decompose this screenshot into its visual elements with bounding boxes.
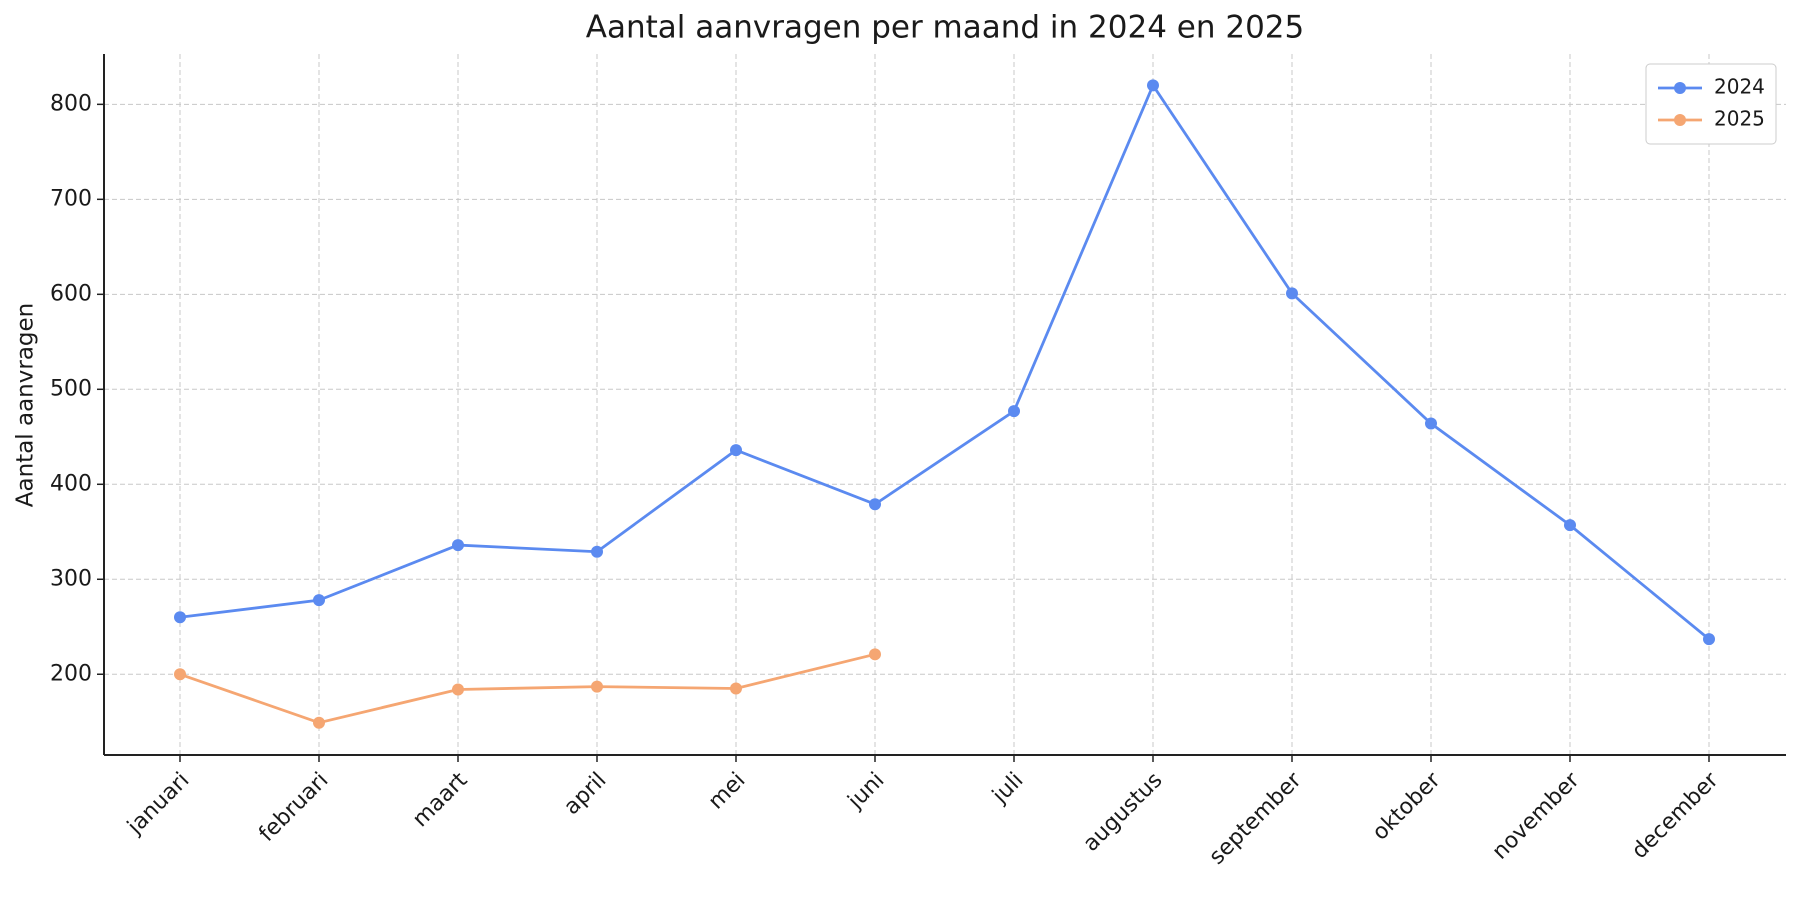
chart-title: Aantal aanvragen per maand in 2024 en 20… [586, 10, 1305, 46]
data-point [1564, 519, 1576, 532]
x-tick-label: december [1627, 767, 1724, 864]
series-line [179, 82, 1710, 641]
x-tick-label: maart [408, 768, 473, 833]
data-point [174, 668, 186, 681]
data-point [313, 716, 325, 729]
data-point [174, 611, 186, 624]
data-point [1425, 417, 1437, 430]
data-point [452, 683, 464, 696]
data-point [869, 648, 881, 661]
x-tick-label: oktober [1368, 767, 1446, 845]
data-point [1147, 79, 1159, 92]
data-point [1703, 633, 1715, 646]
legend-label: 2024 [1714, 75, 1765, 99]
y-tick-label: 700 [50, 186, 92, 211]
legend-label: 2025 [1714, 107, 1765, 131]
data-point [452, 539, 464, 552]
x-tick-label: september [1205, 767, 1308, 870]
x-tick-label: mei [704, 768, 751, 815]
x-tick-label: juni [843, 768, 890, 815]
y-axis-label: Aantal aanvragen [13, 303, 39, 507]
data-point [1008, 405, 1020, 418]
y-tick-label: 300 [50, 566, 92, 591]
data-point [591, 545, 603, 558]
data-point [313, 594, 325, 607]
legend-marker [1674, 82, 1686, 94]
series-line [179, 652, 876, 725]
x-tick-label: januari [122, 768, 194, 840]
x-tick-label: februari [254, 768, 333, 847]
data-point [591, 680, 603, 693]
y-tick-label: 500 [50, 376, 92, 401]
x-tick-label: juli [987, 768, 1028, 809]
y-tick-label: 600 [50, 281, 92, 306]
y-tick-label: 400 [50, 471, 92, 496]
data-point [730, 444, 742, 457]
data-point [730, 682, 742, 695]
legend-marker [1674, 114, 1686, 126]
data-point [869, 498, 881, 511]
x-tick-label: augustus [1079, 768, 1168, 857]
y-tick-label: 200 [50, 661, 92, 686]
x-tick-label: april [559, 768, 611, 820]
data-point [1286, 287, 1298, 300]
y-tick-label: 800 [50, 91, 92, 116]
x-tick-label: november [1488, 767, 1586, 865]
